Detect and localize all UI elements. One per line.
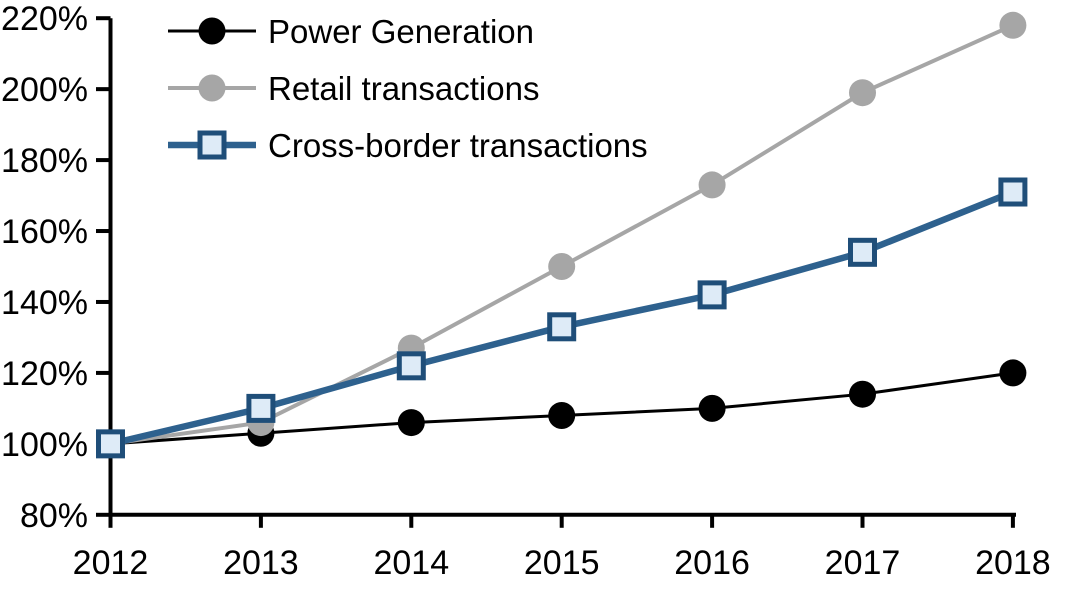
data-point-marker-square (547, 312, 577, 342)
legend-label: Power Generation (268, 13, 534, 50)
legend-label: Retail transactions (268, 70, 539, 107)
data-point-marker-square (197, 130, 227, 160)
x-tick-label: 2013 (223, 544, 299, 582)
data-point-marker-square (848, 237, 877, 267)
y-tick-label: 120% (1, 355, 88, 393)
y-tick-label: 80% (20, 497, 88, 535)
x-tick-label: 2016 (674, 544, 750, 582)
data-point-marker-circle (397, 409, 425, 437)
data-point-marker-circle (698, 394, 726, 422)
data-point-marker-circle (999, 11, 1027, 39)
x-tick-label: 2017 (825, 544, 901, 582)
y-tick-label: 160% (1, 213, 88, 251)
x-tick-label: 2018 (975, 544, 1051, 582)
data-point-marker-circle (198, 17, 226, 45)
x-tick-label: 2014 (373, 544, 449, 582)
y-tick-label: 180% (1, 142, 88, 180)
x-tick-label: 2012 (73, 544, 149, 582)
data-point-marker-square (246, 393, 276, 423)
y-tick-label: 100% (1, 426, 88, 464)
legend-item-retail-transactions: Retail transactions (168, 70, 539, 107)
series-cross-border-transactions (96, 177, 1028, 459)
legend-item-power-generation: Power Generation (168, 13, 534, 50)
data-point-marker-square (697, 280, 727, 310)
data-point-marker-circle (198, 74, 226, 102)
y-tick-label: 200% (1, 71, 88, 109)
y-tick-label: 140% (1, 284, 88, 322)
x-tick-label: 2015 (524, 544, 600, 582)
data-point-marker-circle (548, 253, 576, 280)
data-point-marker-circle (999, 359, 1027, 387)
data-point-marker-circle (849, 79, 876, 107)
data-point-marker-square (998, 177, 1028, 207)
legend-label: Cross-border transactions (268, 127, 648, 164)
legend: Power Generation Retail transactions Cross… (168, 13, 648, 164)
y-tick-label: 220% (1, 0, 88, 38)
data-point-marker-square (96, 429, 125, 459)
data-point-marker-square (396, 351, 426, 381)
legend-item-cross-border-transactions: Cross-border transactions (168, 127, 648, 164)
data-point-marker-circle (849, 380, 876, 408)
data-point-marker-circle (548, 401, 576, 429)
data-point-marker-circle (698, 171, 726, 199)
